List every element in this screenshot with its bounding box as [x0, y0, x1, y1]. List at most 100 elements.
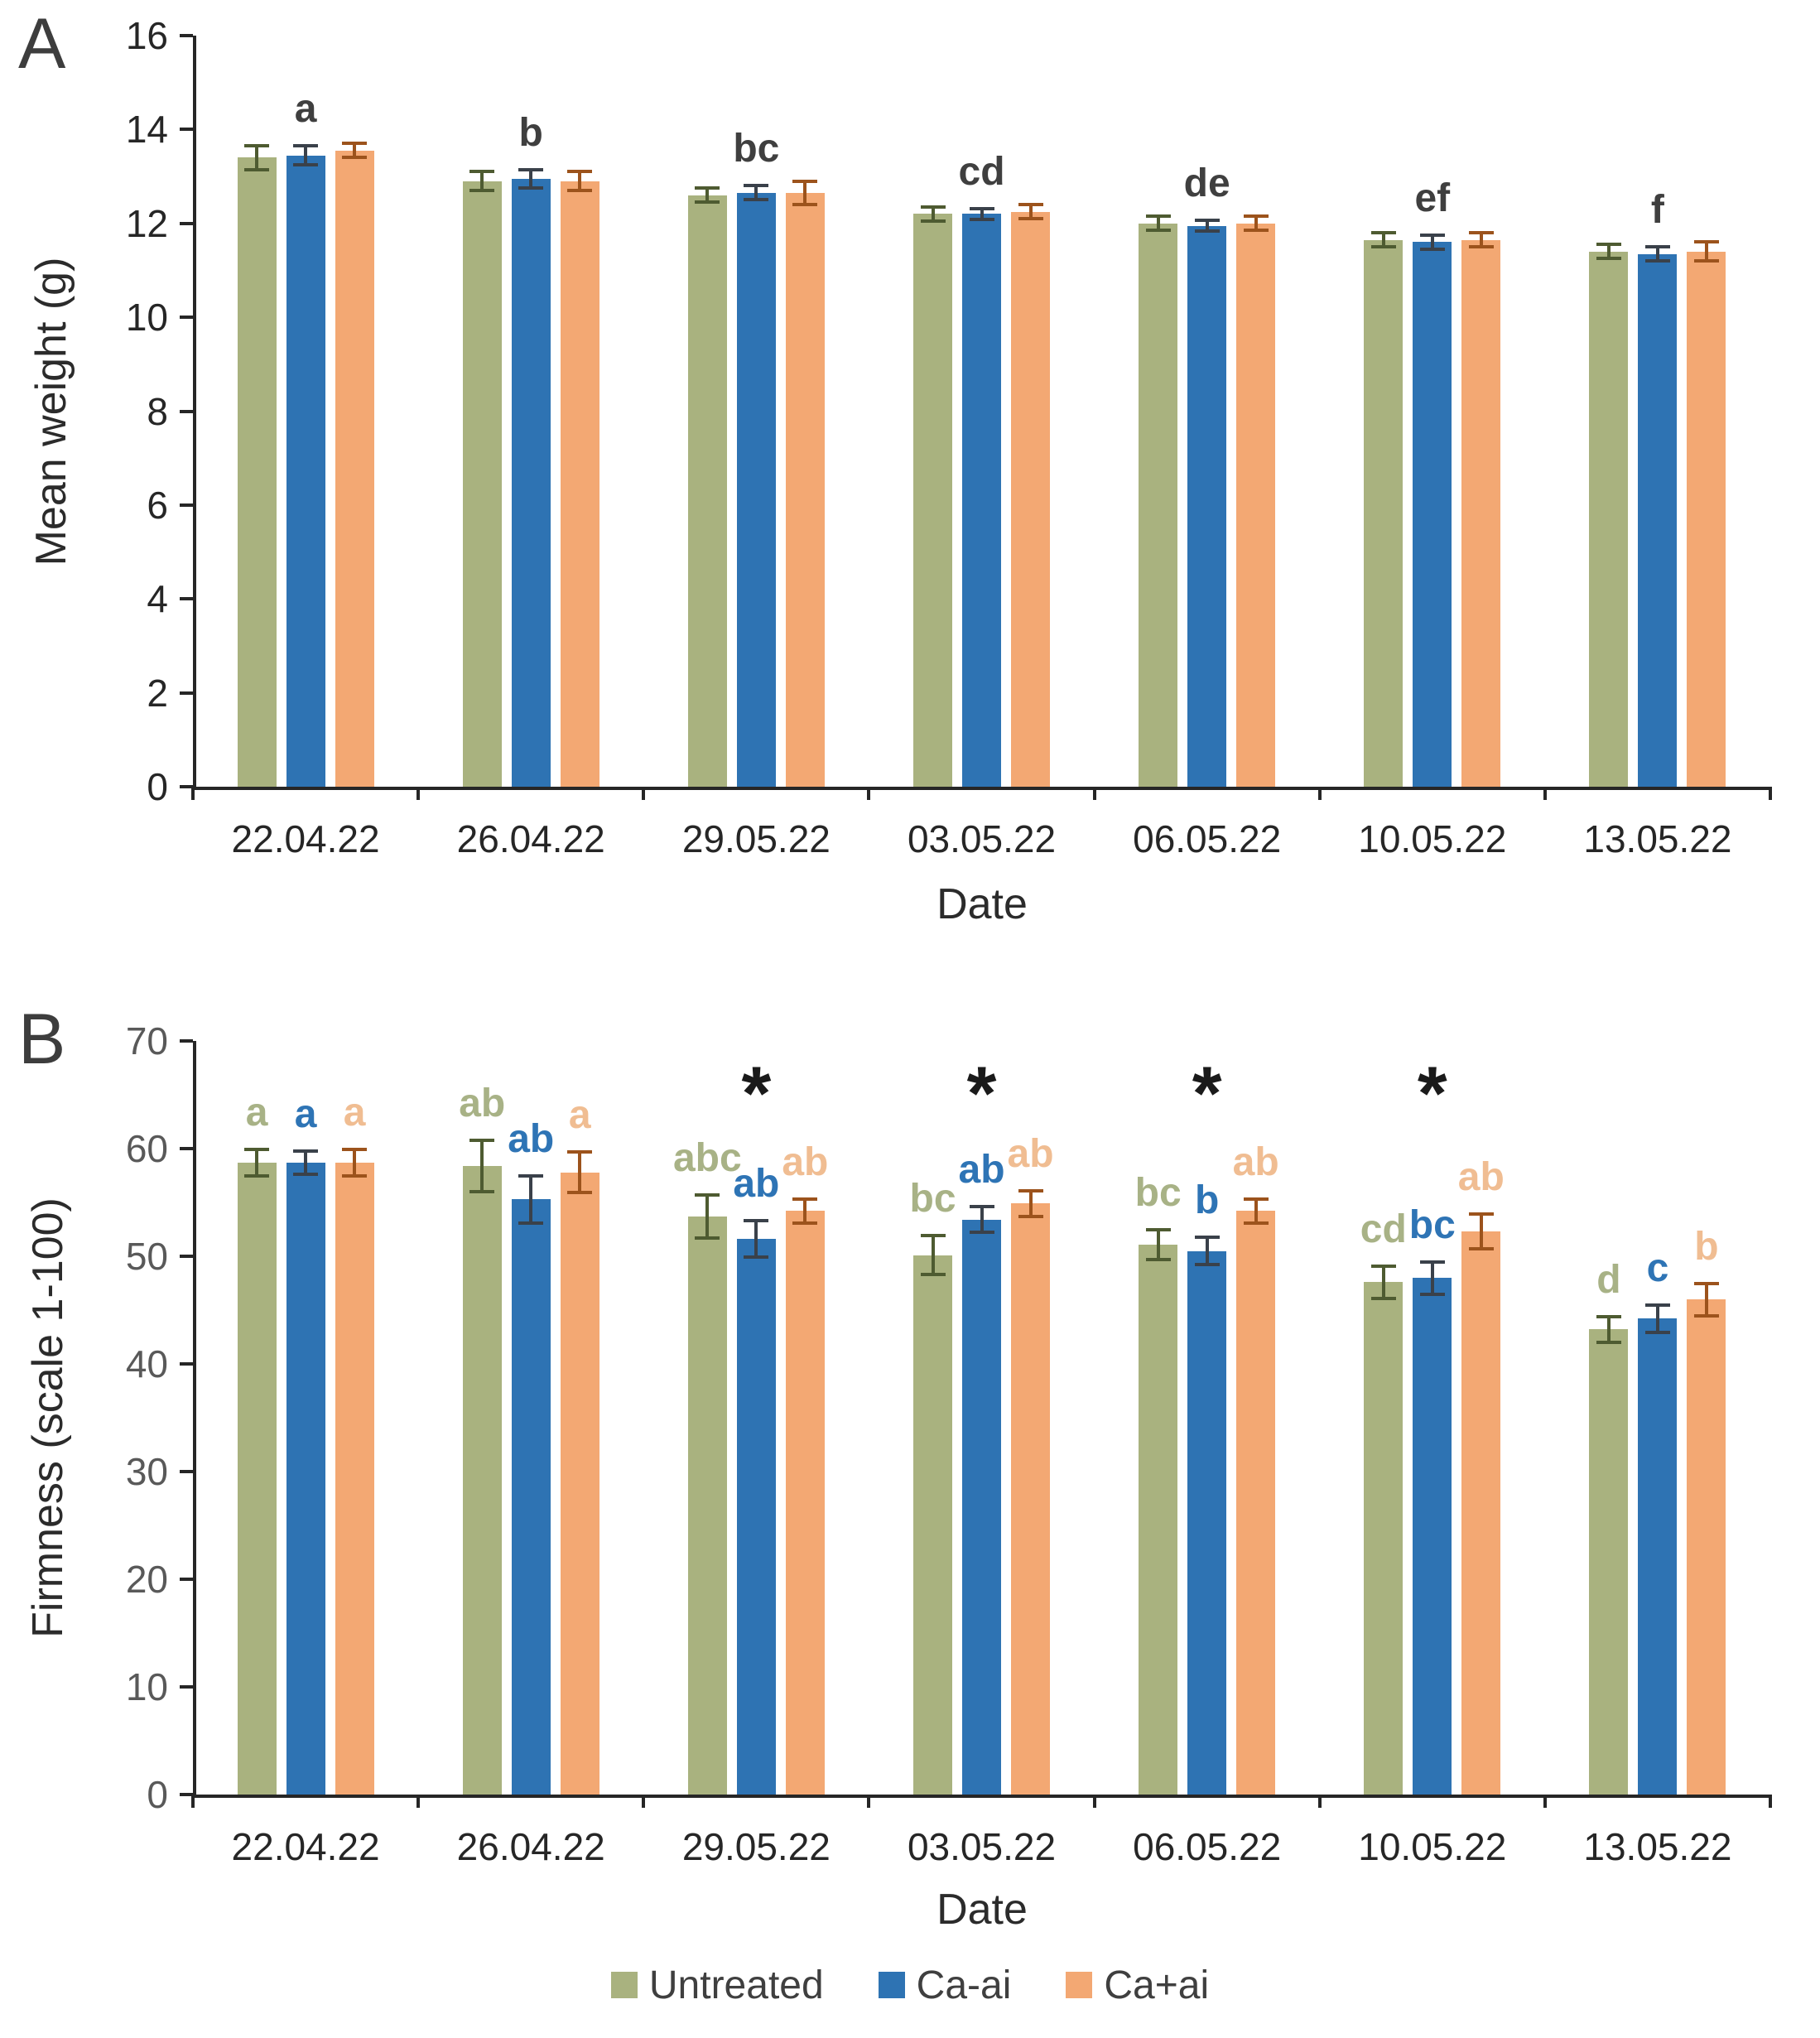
error-bar-top-cap — [1596, 243, 1621, 247]
x-tick — [416, 1795, 421, 1808]
bar-ca+ai — [785, 192, 825, 787]
x-tick — [191, 1795, 195, 1808]
panel-b-plot-area — [193, 1041, 1770, 1798]
x-tick-label: 22.04.22 — [231, 817, 380, 860]
bar-untreated — [687, 195, 727, 787]
error-bar-bottom-cap — [518, 1221, 544, 1225]
error-bar-top-cap — [1693, 1281, 1719, 1285]
error-bar-top-cap — [1194, 218, 1220, 222]
legend-item: Ca-ai — [878, 1963, 1012, 2008]
bar-ca+ai — [335, 150, 374, 787]
sig-letter: b — [1194, 1178, 1220, 1222]
bar-ca-ai — [1187, 225, 1227, 787]
error-bar-bottom-cap — [293, 162, 319, 166]
error-bar-bottom-cap — [744, 198, 769, 202]
bar-ca-ai — [1413, 1278, 1452, 1795]
error-bar-top-cap — [1596, 1314, 1621, 1318]
sig-letter: bc — [1134, 1170, 1182, 1215]
error-bar-top-cap — [567, 1149, 593, 1154]
error-bar-bottom-cap — [1145, 229, 1171, 233]
y-tick-label: 0 — [147, 765, 168, 808]
error-bar-top-cap — [244, 144, 270, 148]
y-tick — [180, 1255, 193, 1258]
bar-ca-ai — [1187, 1250, 1227, 1795]
y-tick-label: 10 — [125, 1665, 168, 1708]
y-tick — [180, 409, 193, 413]
error-bar-top-cap — [1243, 214, 1269, 219]
error-bar-bottom-cap — [792, 203, 818, 207]
x-tick-label: 10.05.22 — [1358, 817, 1507, 860]
error-bar — [304, 1150, 308, 1175]
error-bar — [803, 1199, 807, 1223]
error-bar-top-cap — [469, 1138, 495, 1142]
error-bar-top-cap — [969, 1205, 994, 1209]
sig-letter: ab — [1232, 1140, 1279, 1185]
y-tick-label: 0 — [147, 1773, 168, 1816]
x-tick-label: 03.05.22 — [907, 1825, 1057, 1868]
error-bar — [529, 1175, 533, 1223]
error-bar — [1479, 233, 1483, 248]
x-tick — [1092, 1795, 1096, 1808]
error-bar — [304, 146, 308, 165]
bar-ca-ai — [1638, 253, 1678, 787]
sig-letter: bc — [1408, 1202, 1456, 1247]
y-tick-label: 14 — [125, 108, 168, 152]
sig-letter: ab — [958, 1148, 1005, 1192]
error-bar-bottom-cap — [1145, 1257, 1171, 1261]
error-bar — [353, 143, 357, 158]
y-tick-label: 60 — [125, 1127, 168, 1170]
sig-letter: ab — [1007, 1131, 1054, 1176]
bar-untreated — [1139, 223, 1178, 787]
error-bar-bottom-cap — [969, 218, 994, 222]
y-tick — [180, 1578, 193, 1581]
error-bar-bottom-cap — [1644, 259, 1670, 263]
bar-ca+ai — [1011, 1203, 1050, 1795]
error-bar-top-cap — [518, 1173, 544, 1178]
y-tick-label: 6 — [147, 483, 168, 527]
y-tick-label: 70 — [125, 1019, 168, 1062]
legend-label: Ca-ai — [916, 1963, 1012, 2007]
error-bar-top-cap — [293, 1149, 319, 1153]
error-bar — [1254, 216, 1258, 231]
error-bar — [1254, 1199, 1258, 1223]
error-bar-top-cap — [1370, 231, 1396, 235]
error-bar — [578, 1151, 582, 1193]
y-tick-label: 30 — [125, 1450, 168, 1493]
error-bar-top-cap — [1644, 245, 1670, 249]
error-bar-bottom-cap — [518, 186, 544, 190]
x-tick — [642, 1795, 646, 1808]
x-tick-label: 29.05.22 — [681, 817, 831, 860]
sig-letter: d — [1596, 1257, 1621, 1302]
bar-untreated — [687, 1216, 727, 1795]
error-bar-top-cap — [792, 1197, 818, 1202]
bar-ca-ai — [511, 178, 551, 787]
y-tick-label: 2 — [147, 671, 168, 715]
error-bar — [255, 146, 259, 170]
x-tick — [1543, 1795, 1547, 1808]
error-bar-bottom-cap — [244, 167, 270, 171]
legend: Untreated Ca-ai Ca+ai — [0, 1956, 1820, 2014]
error-bar-top-cap — [744, 184, 769, 188]
group-sig-letter: b — [518, 110, 543, 155]
x-tick — [1092, 787, 1096, 800]
sig-letter: b — [1694, 1224, 1719, 1269]
y-tick-label: 12 — [125, 201, 168, 245]
significance-asterisk: * — [741, 1052, 772, 1136]
bar-untreated — [237, 157, 277, 787]
group-sig-letter: ef — [1414, 176, 1451, 220]
error-bar — [578, 171, 582, 191]
bar-ca-ai — [736, 1239, 776, 1795]
x-tick-label: 06.05.22 — [1133, 817, 1282, 860]
y-tick — [180, 316, 193, 320]
sig-letter: bc — [909, 1177, 956, 1221]
sig-letter: ab — [733, 1162, 780, 1207]
error-bar-bottom-cap — [1644, 1331, 1670, 1335]
error-bar — [1205, 1236, 1209, 1265]
error-bar-bottom-cap — [695, 1236, 720, 1240]
error-bar-top-cap — [567, 170, 593, 174]
bar-ca-ai — [962, 1219, 1001, 1795]
panel-a-label: A — [18, 4, 66, 84]
error-bar-bottom-cap — [744, 1255, 769, 1260]
x-tick — [867, 1795, 871, 1808]
sig-letter: c — [1646, 1245, 1669, 1290]
